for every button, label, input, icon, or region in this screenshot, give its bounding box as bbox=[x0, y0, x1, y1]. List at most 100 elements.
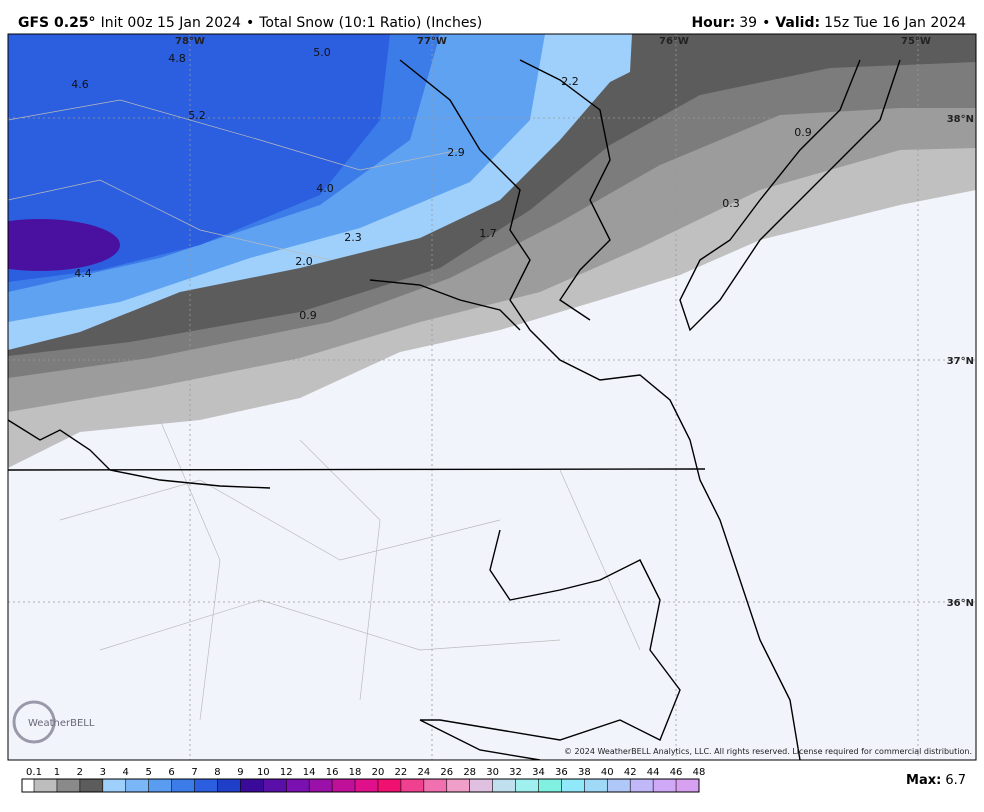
logo-mark bbox=[12, 700, 56, 744]
colorbar-tick-label: 16 bbox=[326, 767, 339, 778]
map-frame bbox=[7, 33, 977, 761]
colorbar-tick-label: 18 bbox=[349, 767, 362, 778]
colorbar-swatch bbox=[423, 779, 447, 792]
contour-label: 2.0 bbox=[295, 255, 313, 268]
colorbar: 0.1 1 2 3 4 5 6 7 8 9 10 12 14 16 18 20 22 24 26 28 30 32 34 36… bbox=[21, 767, 706, 793]
colorbar-swatch bbox=[561, 779, 585, 792]
colorbar-tick-label: 30 bbox=[486, 767, 499, 778]
copyright: © 2024 WeatherBELL Analytics, LLC. All r… bbox=[564, 747, 972, 756]
colorbar-tick-label: 24 bbox=[417, 767, 430, 778]
lon-label: 78°W bbox=[175, 36, 205, 47]
colorbar-tick-label: 36 bbox=[555, 767, 568, 778]
header-left: GFS 0.25° Init 00z 15 Jan 2024 • Total Snow… bbox=[18, 15, 482, 31]
colorbar-swatch bbox=[263, 779, 287, 792]
colorbar-swatch bbox=[56, 779, 80, 792]
lon-label: 77°W bbox=[417, 36, 447, 47]
colorbar-tick-label: 7 bbox=[191, 767, 197, 778]
hour-label: Hour: bbox=[691, 15, 735, 31]
colorbar-tick-label: 22 bbox=[395, 767, 408, 778]
colorbar-tick-label: 1 bbox=[54, 767, 60, 778]
colorbar-swatch bbox=[286, 779, 310, 792]
colorbar-tick-label: 38 bbox=[578, 767, 591, 778]
colorbar-swatch bbox=[492, 779, 516, 792]
contour-label: 5.0 bbox=[313, 46, 331, 59]
map bbox=[8, 34, 976, 760]
separator: • bbox=[246, 15, 254, 31]
colorbar-swatch bbox=[102, 779, 126, 792]
colorbar-tick-label: 40 bbox=[601, 767, 614, 778]
lat-label: 36°N bbox=[947, 598, 974, 609]
lon-label: 75°W bbox=[901, 36, 931, 47]
colorbar-swatch bbox=[400, 779, 424, 792]
colorbar-swatch bbox=[332, 779, 356, 792]
colorbar-swatch bbox=[538, 779, 562, 792]
colorbar-tick-label: 46 bbox=[670, 767, 683, 778]
separator: • bbox=[762, 15, 770, 31]
colorbar-swatch bbox=[446, 779, 470, 792]
contour-label: 4.4 bbox=[74, 267, 92, 280]
init: Init 00z 15 Jan 2024 bbox=[101, 15, 241, 31]
contour-label: 2.2 bbox=[561, 75, 579, 88]
contour-label: 5.2 bbox=[188, 109, 206, 122]
header-right: Hour: 39 • Valid: 15z Tue 16 Jan 2024 bbox=[691, 15, 966, 31]
colorbar-swatch bbox=[653, 779, 677, 792]
max-value: 6.7 bbox=[945, 773, 966, 788]
colorbar-swatch bbox=[607, 779, 631, 792]
colorbar-tick-label: 14 bbox=[303, 767, 316, 778]
colorbar-swatch bbox=[217, 779, 241, 792]
colorbar-swatch bbox=[125, 779, 149, 792]
colorbar-tick-label: 26 bbox=[440, 767, 453, 778]
colorbar-swatch bbox=[630, 779, 654, 792]
colorbar-tick-label: 20 bbox=[372, 767, 385, 778]
colorbar-swatch bbox=[22, 779, 34, 792]
colorbar-swatch bbox=[676, 779, 699, 792]
valid-label: Valid: bbox=[775, 15, 820, 31]
contour-label: 0.9 bbox=[299, 309, 317, 322]
colorbar-swatch bbox=[171, 779, 195, 792]
coastline bbox=[419, 529, 681, 760]
colorbar-tick-label: 0.1 bbox=[26, 767, 42, 778]
colorbar-tick-label: 6 bbox=[168, 767, 174, 778]
colorbar-swatch bbox=[584, 779, 608, 792]
contour-label: 0.3 bbox=[722, 197, 740, 210]
lon-label: 76°W bbox=[659, 36, 689, 47]
colorbar-tick-label: 2 bbox=[77, 767, 83, 778]
colorbar-swatch bbox=[148, 779, 172, 792]
coastline bbox=[369, 279, 521, 331]
coastline bbox=[399, 59, 801, 760]
colorbar-swatch bbox=[309, 779, 333, 792]
colorbar-swatch bbox=[34, 779, 57, 792]
colorbar-tick-label: 28 bbox=[463, 767, 476, 778]
county-lines bbox=[8, 99, 641, 721]
colorbar-swatch bbox=[79, 779, 103, 792]
colorbar-tick-label: 34 bbox=[532, 767, 545, 778]
colorbar-swatch bbox=[469, 779, 493, 792]
snow-max bbox=[8, 219, 120, 271]
model: GFS 0.25° bbox=[18, 15, 96, 31]
coastline bbox=[679, 59, 901, 332]
coastline bbox=[519, 59, 611, 321]
colorbar-tick-label: 48 bbox=[693, 767, 706, 778]
colorbar-tick-label: 32 bbox=[509, 767, 522, 778]
contour-label: 4.0 bbox=[316, 182, 334, 195]
coastline bbox=[8, 419, 271, 489]
colorbar-swatch bbox=[240, 779, 264, 792]
lat-label: 38°N bbox=[947, 114, 974, 125]
colorbar-tick-label: 42 bbox=[624, 767, 637, 778]
colorbar-tick-label: 12 bbox=[280, 767, 293, 778]
contour-label: 1.7 bbox=[479, 227, 497, 240]
max-label: Max: bbox=[906, 773, 941, 788]
contour-label: 4.6 bbox=[71, 78, 89, 91]
contour-label: 2.3 bbox=[344, 231, 362, 244]
product: Total Snow (10:1 Ratio) (Inches) bbox=[258, 15, 482, 31]
contour-label: 4.8 bbox=[168, 52, 186, 65]
colorbar-tick-label: 10 bbox=[257, 767, 270, 778]
valid: 15z Tue 16 Jan 2024 bbox=[824, 15, 966, 31]
contour-label: 0.9 bbox=[794, 126, 812, 139]
colorbar-swatch bbox=[194, 779, 218, 792]
colorbar-tick-label: 3 bbox=[100, 767, 106, 778]
snow-band bbox=[8, 34, 390, 282]
colorbar-tick-label: 8 bbox=[214, 767, 220, 778]
